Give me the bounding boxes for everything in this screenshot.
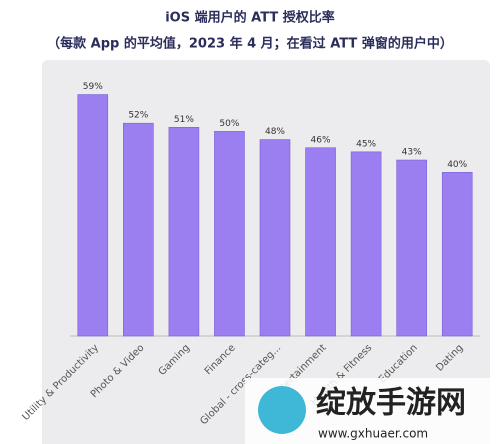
bar [396,159,427,337]
value-label: 48% [265,127,285,137]
bar [214,131,245,337]
bar [168,126,200,337]
watermark-name: 绽放手游网 [316,386,466,421]
bar [123,122,154,337]
value-label: 46% [311,135,331,145]
bar [350,151,382,337]
watermark-url: www.gxhuaer.com [318,427,428,441]
chart-subtitle: （每款 App 的平均值，2023 年 4 月；在看过 ATT 弹窗的用户中） [47,36,453,52]
bar [259,139,291,337]
value-label: 52% [128,111,148,121]
value-label: 40% [447,160,467,170]
bar [441,172,473,337]
bar [305,147,336,337]
bar [77,94,109,337]
value-label: 45% [356,139,376,149]
chart-title: iOS 端用户的 ATT 授权比率 [165,10,335,26]
value-label: 43% [402,148,422,158]
value-label: 51% [174,115,194,125]
value-label: 59% [83,82,103,92]
value-label: 50% [219,119,239,129]
watermark-logo [258,386,306,434]
